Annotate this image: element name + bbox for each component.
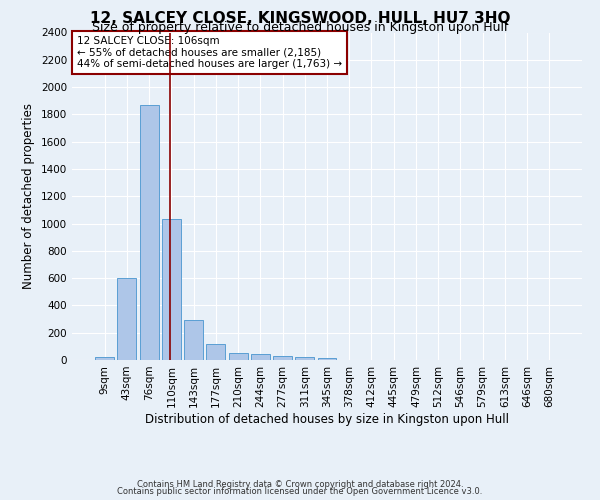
Bar — [118, 278, 136, 360]
Bar — [251, 354, 270, 360]
Text: Contains HM Land Registry data © Crown copyright and database right 2024.: Contains HM Land Registry data © Crown c… — [137, 480, 463, 489]
Bar — [206, 344, 225, 360]
Text: Contains public sector information licensed under the Open Government Licence v3: Contains public sector information licen… — [118, 487, 482, 496]
Bar — [273, 356, 292, 360]
X-axis label: Distribution of detached houses by size in Kingston upon Hull: Distribution of detached houses by size … — [145, 412, 509, 426]
Bar — [317, 358, 337, 360]
Bar — [184, 320, 203, 360]
Text: 12, SALCEY CLOSE, KINGSWOOD, HULL, HU7 3HQ: 12, SALCEY CLOSE, KINGSWOOD, HULL, HU7 3… — [90, 11, 510, 26]
Y-axis label: Number of detached properties: Number of detached properties — [22, 104, 35, 289]
Bar — [295, 358, 314, 360]
Bar — [95, 358, 114, 360]
Bar — [140, 105, 158, 360]
Text: 12 SALCEY CLOSE: 106sqm
← 55% of detached houses are smaller (2,185)
44% of semi: 12 SALCEY CLOSE: 106sqm ← 55% of detache… — [77, 36, 342, 69]
Bar — [229, 353, 248, 360]
Bar — [162, 220, 181, 360]
Text: Size of property relative to detached houses in Kingston upon Hull: Size of property relative to detached ho… — [92, 21, 508, 34]
